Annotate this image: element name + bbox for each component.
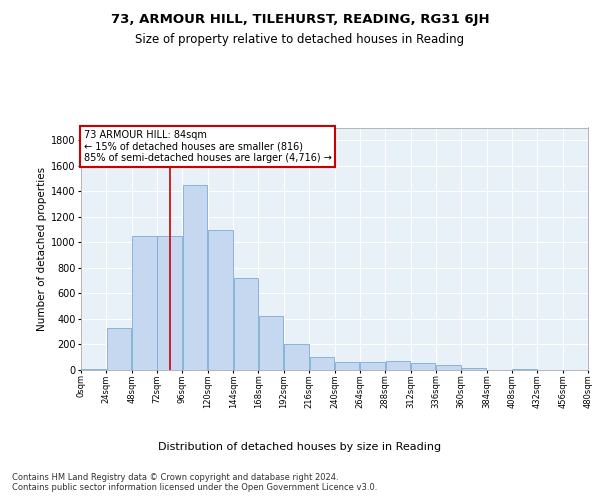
Bar: [436, 365, 461, 370]
Text: Distribution of detached houses by size in Reading: Distribution of detached houses by size …: [158, 442, 442, 452]
Bar: [360, 362, 385, 370]
Bar: [512, 368, 537, 370]
Bar: [233, 278, 258, 370]
Bar: [461, 368, 486, 370]
Bar: [132, 236, 157, 370]
Bar: [386, 361, 410, 370]
Bar: [208, 230, 233, 370]
Bar: [259, 316, 283, 370]
Bar: [335, 362, 359, 370]
Y-axis label: Number of detached properties: Number of detached properties: [37, 166, 47, 331]
Text: Contains public sector information licensed under the Open Government Licence v3: Contains public sector information licen…: [12, 484, 377, 492]
Text: 73, ARMOUR HILL, TILEHURST, READING, RG31 6JH: 73, ARMOUR HILL, TILEHURST, READING, RG3…: [110, 12, 490, 26]
Bar: [183, 185, 208, 370]
Text: Contains HM Land Registry data © Crown copyright and database right 2024.: Contains HM Land Registry data © Crown c…: [12, 472, 338, 482]
Bar: [284, 344, 309, 370]
Text: 73 ARMOUR HILL: 84sqm
← 15% of detached houses are smaller (816)
85% of semi-det: 73 ARMOUR HILL: 84sqm ← 15% of detached …: [83, 130, 331, 163]
Bar: [157, 236, 182, 370]
Text: Size of property relative to detached houses in Reading: Size of property relative to detached ho…: [136, 32, 464, 46]
Bar: [107, 328, 131, 370]
Bar: [411, 363, 436, 370]
Bar: [310, 356, 334, 370]
